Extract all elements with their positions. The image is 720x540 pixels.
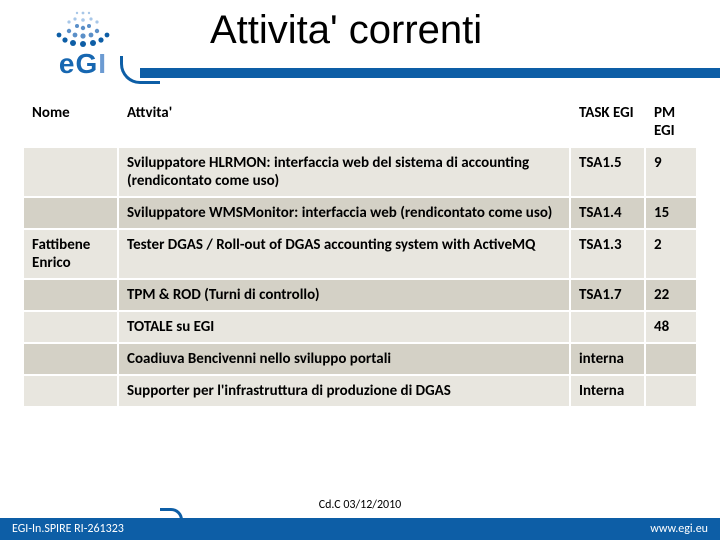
cell-nome bbox=[23, 197, 118, 229]
cell-attivita: Tester DGAS / Roll-out of DGAS accountin… bbox=[118, 229, 570, 279]
cell-attivita: Sviluppatore HLRMON: interfaccia web del… bbox=[118, 147, 570, 197]
table-row: Sviluppatore WMSMonitor: interfaccia web… bbox=[23, 197, 697, 229]
cell-task: Interna bbox=[570, 375, 645, 407]
cell-nome bbox=[23, 311, 118, 343]
footer-left: EGI-In.SPIRE RI-261323 bbox=[12, 522, 124, 536]
cell-attivita: Supporter per l'infrastruttura di produz… bbox=[118, 375, 570, 407]
table-row: Fattibene Enrico Tester DGAS / Roll-out … bbox=[23, 229, 697, 279]
cell-attivita: TOTALE su EGI bbox=[118, 311, 570, 343]
footer-right: www.egi.eu bbox=[650, 522, 708, 536]
cell-pm: 15 bbox=[645, 197, 697, 229]
table-row: Sviluppatore HLRMON: interfaccia web del… bbox=[23, 147, 697, 197]
col-task: TASK EGI bbox=[570, 97, 645, 147]
cell-task: interna bbox=[570, 343, 645, 375]
table-row: Supporter per l'infrastruttura di produz… bbox=[23, 375, 697, 407]
slide: eGI Attivita' correnti Nome Attvita' TAS… bbox=[0, 0, 720, 540]
cell-pm bbox=[645, 343, 697, 375]
table-row: TPM & ROD (Turni di controllo) TSA1.7 22 bbox=[23, 279, 697, 311]
cell-nome bbox=[23, 343, 118, 375]
page-title: Attivita' correnti bbox=[210, 8, 700, 53]
cell-task: TSA1.7 bbox=[570, 279, 645, 311]
col-nome: Nome bbox=[23, 97, 118, 147]
title-bar bbox=[140, 68, 720, 78]
cell-nome: Fattibene Enrico bbox=[23, 229, 118, 279]
cell-pm: 2 bbox=[645, 229, 697, 279]
cell-pm: 22 bbox=[645, 279, 697, 311]
cell-attivita: TPM & ROD (Turni di controllo) bbox=[118, 279, 570, 311]
table-header-row: Nome Attvita' TASK EGI PM EGI bbox=[23, 97, 697, 147]
col-attivita: Attvita' bbox=[118, 97, 570, 147]
activity-table: Nome Attvita' TASK EGI PM EGI Sviluppato… bbox=[22, 96, 698, 408]
footer-date: Cd.C 03/12/2010 bbox=[0, 498, 720, 512]
cell-task: TSA1.5 bbox=[570, 147, 645, 197]
cell-pm bbox=[645, 375, 697, 407]
logo-text: eGI bbox=[59, 48, 107, 80]
cell-attivita: Coadiuva Bencivenni nello sviluppo porta… bbox=[118, 343, 570, 375]
col-pm: PM EGI bbox=[645, 97, 697, 147]
cell-nome bbox=[23, 375, 118, 407]
cell-attivita: Sviluppatore WMSMonitor: interfaccia web… bbox=[118, 197, 570, 229]
footer-bar: EGI-In.SPIRE RI-261323 www.egi.eu bbox=[0, 518, 720, 540]
logo-dots-icon bbox=[23, 8, 143, 48]
cell-task: TSA1.4 bbox=[570, 197, 645, 229]
cell-pm: 9 bbox=[645, 147, 697, 197]
table-row: Coadiuva Bencivenni nello sviluppo porta… bbox=[23, 343, 697, 375]
cell-task: TSA1.3 bbox=[570, 229, 645, 279]
cell-task bbox=[570, 311, 645, 343]
table-row: TOTALE su EGI 48 bbox=[23, 311, 697, 343]
cell-pm: 48 bbox=[645, 311, 697, 343]
cell-nome bbox=[23, 279, 118, 311]
cell-nome bbox=[23, 147, 118, 197]
